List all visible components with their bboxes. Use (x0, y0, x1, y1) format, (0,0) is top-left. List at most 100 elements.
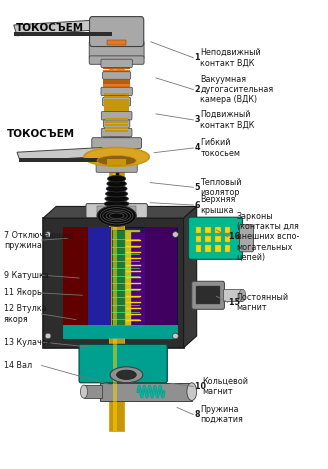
FancyBboxPatch shape (101, 59, 132, 68)
Bar (225, 236, 230, 242)
Bar (113, 19, 117, 431)
Bar (105, 121, 128, 123)
Bar (63, 227, 95, 338)
Bar (125, 230, 140, 336)
Bar (84, 385, 102, 398)
Text: Верхняя
крышка: Верхняя крышка (200, 196, 236, 215)
Polygon shape (14, 19, 112, 36)
Ellipse shape (239, 289, 246, 302)
Bar (103, 87, 130, 91)
Ellipse shape (84, 148, 149, 166)
Bar (215, 227, 220, 233)
Ellipse shape (45, 333, 51, 339)
Polygon shape (43, 206, 197, 218)
Bar (108, 163, 126, 165)
Bar (225, 227, 230, 233)
Text: ТОКОСЪЕМ: ТОКОСЪЕМ (7, 129, 75, 139)
Bar (104, 96, 129, 98)
FancyBboxPatch shape (79, 344, 167, 383)
Text: 14 Вал: 14 Вал (4, 361, 32, 370)
Bar (43, 218, 184, 348)
FancyBboxPatch shape (101, 87, 132, 96)
FancyBboxPatch shape (96, 163, 137, 172)
Text: 9 Катушка: 9 Катушка (4, 271, 49, 280)
Ellipse shape (106, 190, 128, 197)
Polygon shape (17, 148, 107, 161)
Bar (108, 161, 126, 163)
Text: Неподвижный
контакт ВДК: Неподвижный контакт ВДК (200, 48, 261, 68)
Text: Зарконы
(контакты для
внешних вспо-
могательных
цепей): Зарконы (контакты для внешних вспо- мога… (236, 212, 299, 262)
Ellipse shape (173, 333, 178, 339)
Bar (103, 70, 130, 73)
Ellipse shape (104, 205, 130, 212)
Bar (105, 124, 128, 126)
Text: Гибкий
токосьем: Гибкий токосьем (200, 138, 240, 158)
Ellipse shape (108, 175, 126, 182)
FancyBboxPatch shape (90, 16, 144, 46)
Bar (63, 227, 177, 338)
Ellipse shape (107, 181, 126, 187)
Text: 11 Якорь: 11 Якорь (4, 288, 42, 297)
Bar (205, 236, 211, 242)
Text: 3: 3 (195, 115, 203, 124)
Bar (145, 227, 177, 338)
FancyBboxPatch shape (103, 72, 131, 79)
Bar (104, 93, 129, 95)
Bar (196, 227, 201, 233)
Bar (103, 80, 130, 83)
Ellipse shape (97, 205, 136, 227)
Text: 10: 10 (195, 382, 209, 391)
Text: 2: 2 (195, 85, 203, 94)
Bar (205, 245, 211, 252)
FancyBboxPatch shape (103, 120, 130, 128)
Ellipse shape (110, 367, 143, 383)
Text: 16: 16 (229, 232, 243, 242)
Text: 7 Отключающая
пружина: 7 Отключающая пружина (4, 230, 73, 250)
Bar (104, 101, 129, 104)
Bar (131, 232, 145, 333)
Text: Подвижный
контакт ВДК: Подвижный контакт ВДК (200, 110, 255, 129)
Bar (196, 245, 201, 252)
Bar (104, 113, 129, 115)
Bar (19, 158, 107, 161)
Bar (107, 39, 126, 45)
FancyBboxPatch shape (89, 56, 144, 64)
Bar (196, 287, 220, 304)
Bar (110, 19, 124, 431)
Bar (104, 104, 129, 106)
FancyBboxPatch shape (103, 137, 130, 145)
Ellipse shape (187, 383, 197, 401)
Text: 15: 15 (229, 298, 243, 307)
Text: 5: 5 (195, 183, 203, 192)
Text: 13 Кулачок: 13 Кулачок (4, 338, 51, 347)
Ellipse shape (106, 185, 127, 192)
Text: Постоянный
магнит: Постоянный магнит (236, 293, 289, 312)
Bar (223, 289, 242, 302)
Text: Кольцевой
магнит: Кольцевой магнит (202, 377, 248, 396)
Text: 12 Втулка
якоря: 12 Втулка якоря (4, 304, 47, 324)
Ellipse shape (104, 201, 129, 207)
Bar (63, 325, 177, 338)
Bar (103, 84, 130, 87)
Bar (103, 73, 130, 76)
Bar (104, 110, 129, 113)
Ellipse shape (173, 232, 178, 237)
FancyBboxPatch shape (239, 225, 254, 252)
Bar (100, 383, 192, 401)
Bar (103, 66, 130, 69)
Bar (103, 63, 130, 66)
FancyBboxPatch shape (92, 138, 141, 149)
FancyBboxPatch shape (192, 281, 224, 310)
Ellipse shape (105, 196, 128, 202)
Ellipse shape (97, 156, 136, 166)
Ellipse shape (45, 232, 51, 237)
FancyBboxPatch shape (189, 217, 242, 259)
Text: 4: 4 (195, 144, 203, 152)
Bar (14, 32, 112, 36)
Bar (105, 130, 128, 132)
Text: Тепловый
изолятор: Тепловый изолятор (200, 178, 242, 197)
Bar (97, 206, 136, 215)
Bar (103, 77, 130, 80)
FancyBboxPatch shape (103, 98, 131, 106)
Text: 1: 1 (195, 53, 203, 62)
